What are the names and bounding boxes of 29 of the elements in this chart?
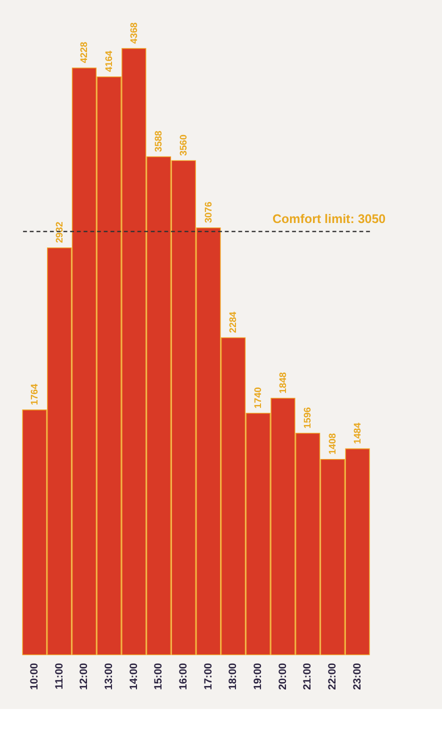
x-tick-label: 16:00 — [177, 662, 190, 690]
data-label: 1484 — [352, 422, 364, 444]
data-label: 3588 — [154, 130, 165, 152]
data-label: 1740 — [253, 387, 264, 408]
x-tick-label: 23:00 — [351, 662, 364, 690]
data-label: 4368 — [128, 22, 140, 44]
data-label: 1408 — [328, 432, 339, 455]
x-tick-label: 11:00 — [53, 662, 66, 690]
x-tick-label: 17:00 — [202, 662, 214, 690]
x-tick-label: 21:00 — [302, 662, 314, 690]
data-label: 1596 — [302, 407, 314, 428]
x-tick-label: 14:00 — [128, 662, 140, 690]
x-tick-label: 10:00 — [28, 662, 40, 690]
data-label: 1764 — [29, 383, 40, 406]
ref-line-label: Comfort limit: 3050 — [272, 212, 386, 226]
data-label: 4164 — [104, 50, 115, 72]
x-tick-label: 19:00 — [252, 662, 264, 690]
x-tick-label: 22:00 — [326, 662, 339, 690]
data-label: 2932 — [54, 222, 66, 244]
data-label: 2284 — [228, 310, 240, 333]
x-tick-label: 13:00 — [102, 662, 115, 690]
x-tick-label: 20:00 — [276, 662, 289, 690]
data-label: 4228 — [79, 41, 90, 64]
data-label: 1848 — [278, 371, 289, 394]
x-tick-label: 15:00 — [152, 662, 165, 690]
data-label: 3560 — [178, 134, 190, 156]
x-tick-label: 18:00 — [227, 662, 240, 690]
data-label: 3076 — [203, 202, 214, 224]
x-tick-label: 12:00 — [78, 662, 90, 690]
